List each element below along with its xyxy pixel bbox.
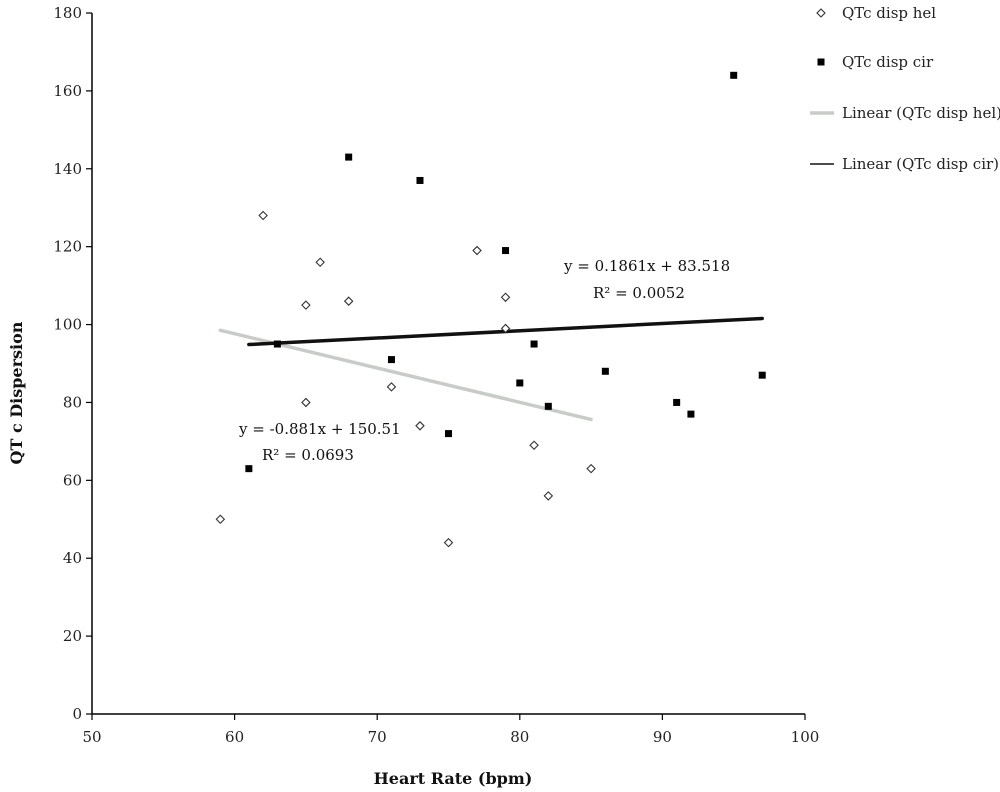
trendlines: [218, 316, 764, 422]
equation-hel: y = -0.881x + 150.51: [238, 420, 401, 438]
x-tick-label: 70: [368, 728, 387, 746]
data-point: [445, 430, 452, 438]
data-point: [544, 402, 552, 410]
legend-marker: [816, 8, 826, 18]
tick-labels: 0 20 40 60 80 100 120 140 160 180 50 60 70 80 90 100: [53, 4, 819, 746]
y-tick-label: 140: [53, 160, 82, 178]
data-point: [500, 292, 511, 303]
x-tick-label: 80: [510, 728, 529, 746]
x-tick-label: 60: [225, 728, 244, 746]
legend-item: Linear (QTc disp hel): [810, 104, 1000, 122]
y-tick-label: 120: [53, 238, 82, 256]
data-point: [301, 300, 311, 310]
data-point: [387, 356, 395, 364]
x-tick-label: 50: [82, 728, 101, 746]
data-point: [529, 440, 539, 451]
data-point: [386, 382, 397, 392]
y-tick-label: 100: [53, 316, 82, 334]
data-point: [472, 245, 482, 256]
axes: [86, 12, 806, 720]
data-point: [416, 176, 424, 184]
equation-cir: y = 0.1861x + 83.518: [563, 257, 730, 275]
data-point: [758, 371, 766, 379]
data-point: [586, 463, 596, 474]
trend-equations: y = 0.1861x + 83.518 R² = 0.0052 y = -0.…: [238, 257, 730, 464]
y-axis-title: QT c Dispersion: [7, 321, 26, 464]
trendline-hel: [218, 328, 593, 422]
legend-item: Linear (QTc disp cir): [810, 155, 999, 173]
legend-label: QTc disp hel: [842, 4, 936, 22]
series-qtc-disp-hel: [215, 210, 596, 548]
series-qtc-disp-cir: [245, 71, 766, 473]
y-tick-label: 80: [63, 393, 82, 411]
legend-item: QTc disp cir: [817, 53, 934, 71]
legend-item: QTc disp hel: [816, 4, 936, 22]
x-tick-label: 100: [791, 728, 820, 746]
data-point: [500, 323, 511, 334]
y-tick-label: 40: [63, 549, 82, 567]
data-point: [502, 247, 510, 255]
data-point: [415, 421, 425, 431]
data-point: [345, 153, 353, 161]
r2-hel: R² = 0.0693: [262, 446, 354, 464]
legend-marker: [817, 58, 825, 66]
y-tick-label: 180: [53, 4, 82, 22]
y-tick-label: 60: [63, 471, 82, 489]
y-tick-label: 0: [72, 705, 82, 723]
data-point: [543, 491, 554, 501]
data-point: [315, 257, 325, 268]
data-point: [258, 210, 268, 221]
data-point: [215, 514, 226, 525]
legend-label: Linear (QTc disp hel): [842, 104, 1000, 122]
data-point: [516, 379, 524, 387]
r2-cir: R² = 0.0052: [593, 284, 685, 302]
legend-label: QTc disp cir: [842, 53, 934, 71]
y-tick-label: 20: [63, 627, 82, 645]
y-tick-label: 160: [53, 82, 82, 100]
data-point: [530, 340, 538, 348]
data-point: [730, 71, 738, 79]
data-point: [245, 465, 253, 473]
x-axis-title: Heart Rate (bpm): [374, 769, 533, 788]
data-point: [601, 367, 609, 375]
data-point: [443, 537, 454, 548]
legend-label: Linear (QTc disp cir): [842, 155, 999, 173]
data-point: [301, 397, 311, 408]
data-point: [673, 398, 681, 406]
data-point: [687, 410, 695, 418]
legend: QTc disp hel QTc disp cir Linear (QTc disp…: [810, 4, 1000, 173]
data-point: [343, 296, 354, 306]
data-points: [215, 71, 766, 548]
data-point: [273, 340, 281, 348]
x-tick-label: 90: [653, 728, 672, 746]
